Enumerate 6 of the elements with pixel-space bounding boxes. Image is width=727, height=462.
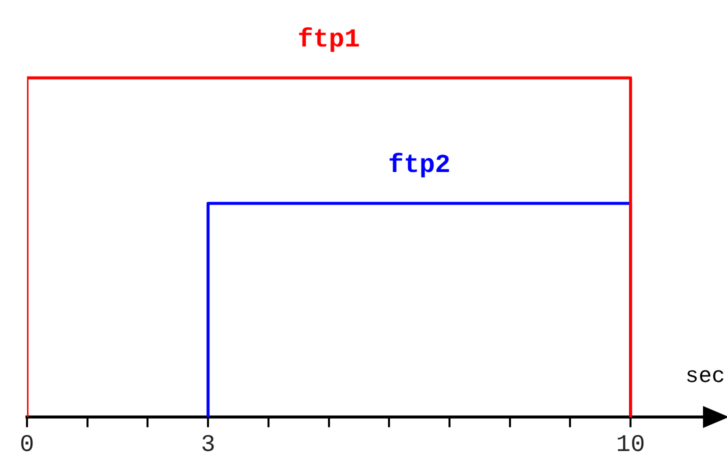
x-axis-title: sec [685,364,725,390]
x-tick-label: 10 [616,432,645,459]
x-tick-label: 3 [200,432,216,459]
series-label: ftp2 [388,150,451,180]
series-label: ftp1 [298,24,360,54]
x-tick-label: 0 [20,432,34,459]
